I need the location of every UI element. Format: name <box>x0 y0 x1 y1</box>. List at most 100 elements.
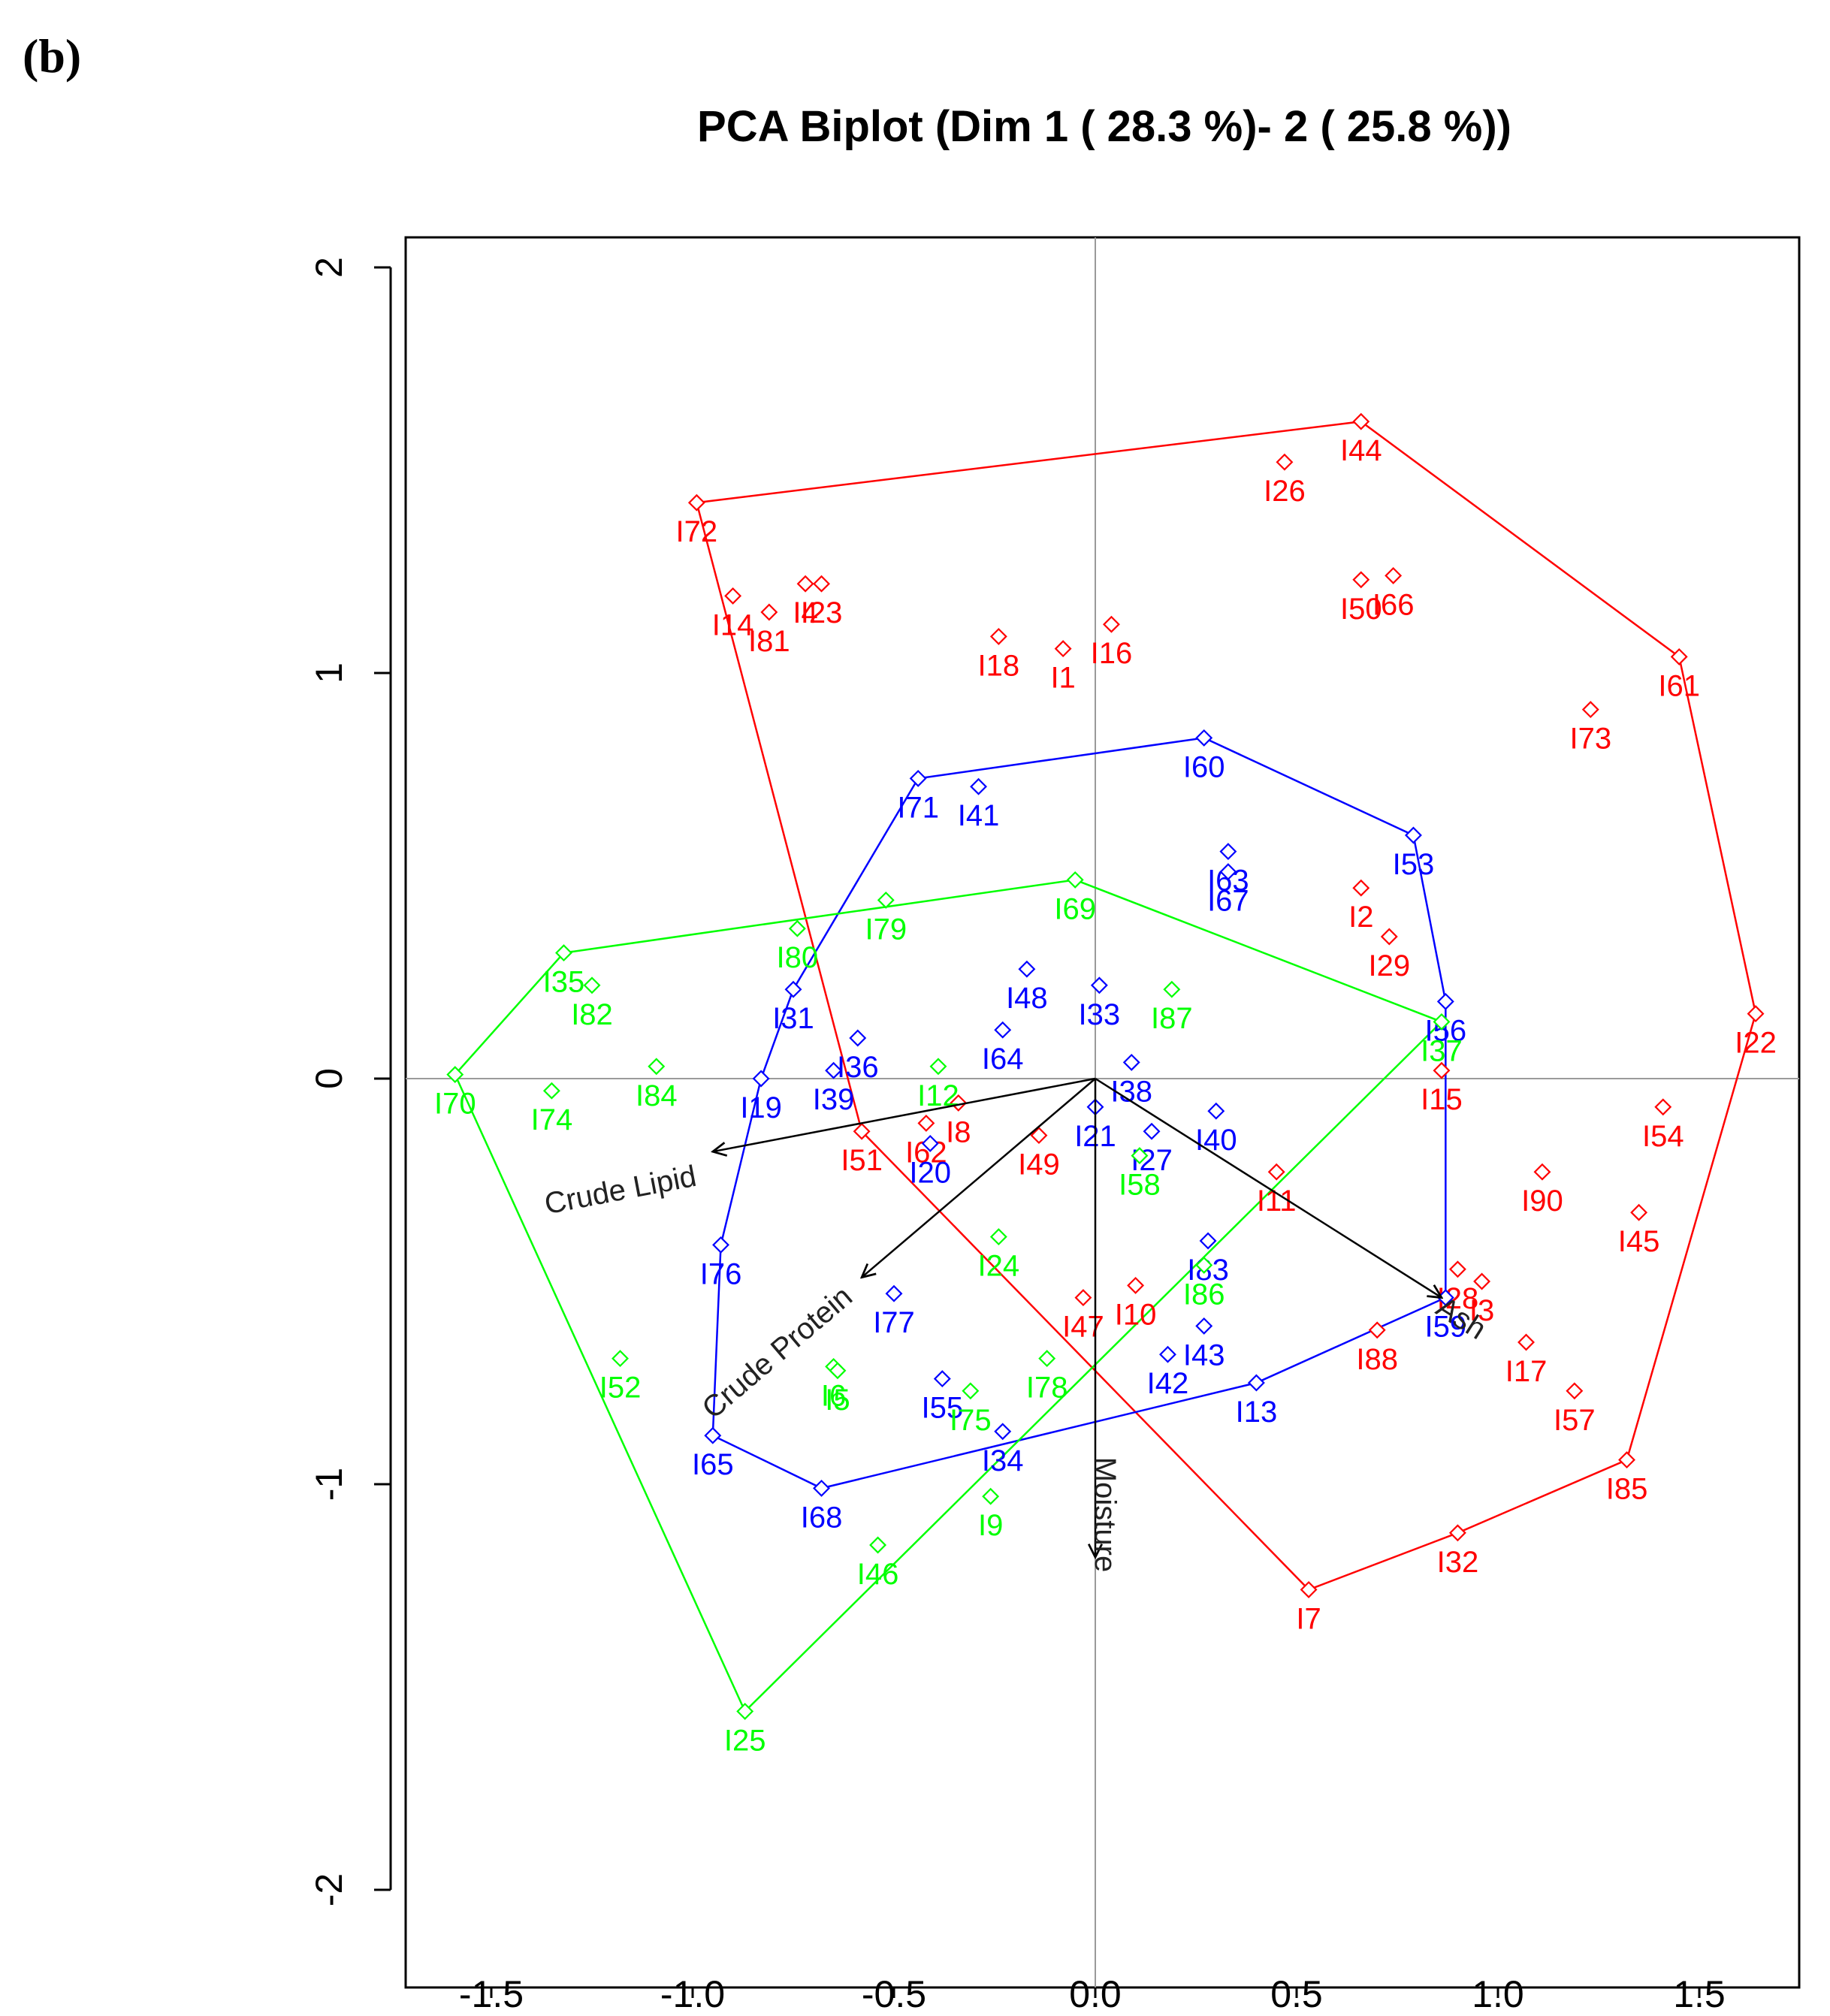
data-point <box>877 891 895 909</box>
point-label: I33 <box>1079 998 1121 1031</box>
point-label: I39 <box>813 1083 855 1116</box>
data-point <box>994 1423 1012 1441</box>
data-point <box>989 627 1007 645</box>
data-point <box>970 777 988 795</box>
point-label: I71 <box>897 791 939 824</box>
data-point <box>1207 1102 1225 1120</box>
data-point <box>1219 843 1237 861</box>
data-point <box>1654 1098 1672 1116</box>
data-point <box>1267 1163 1285 1181</box>
point-label: I51 <box>841 1144 883 1177</box>
point-label: I43 <box>1183 1338 1225 1372</box>
x-tick-label: 0.5 <box>1270 1973 1323 2015</box>
data-point <box>1195 1317 1213 1335</box>
chart-title: PCA Biplot (Dim 1 ( 28.3 %)- 2 ( 25.8 %)… <box>697 102 1511 151</box>
data-point <box>1368 1321 1386 1339</box>
data-point <box>921 1134 939 1152</box>
point-label: I45 <box>1618 1225 1660 1258</box>
loading-label: Moisture <box>1089 1457 1122 1572</box>
data-point <box>784 980 802 998</box>
data-point <box>917 1114 935 1132</box>
point-label: I80 <box>777 941 819 974</box>
point-label: I57 <box>1554 1404 1596 1437</box>
point-label: I52 <box>599 1372 642 1405</box>
data-point <box>1670 647 1688 665</box>
point-label: I67 <box>1207 885 1249 918</box>
point-label: I54 <box>1642 1120 1684 1153</box>
data-point <box>1352 571 1370 589</box>
data-point <box>1448 1260 1466 1278</box>
point-label: I3 <box>1469 1294 1494 1327</box>
data-point <box>929 1058 947 1076</box>
point-label: I65 <box>692 1448 734 1481</box>
point-label: I2 <box>1348 901 1373 934</box>
data-point <box>1352 412 1370 430</box>
x-tick-label: 1.0 <box>1472 1973 1524 2015</box>
point-label: I23 <box>801 596 843 629</box>
point-label: I72 <box>676 515 718 548</box>
point-label: I8 <box>946 1115 971 1148</box>
data-point <box>869 1536 887 1554</box>
data-point <box>712 1236 729 1254</box>
point-label: I36 <box>837 1051 879 1084</box>
data-point <box>1054 640 1072 658</box>
point-label: I58 <box>1119 1169 1161 1202</box>
point-label: I17 <box>1505 1355 1548 1388</box>
point-label: I83 <box>1187 1254 1229 1287</box>
point-label: I34 <box>982 1444 1024 1477</box>
data-point <box>1219 863 1237 881</box>
point-label: I82 <box>571 998 613 1031</box>
data-point <box>1038 1350 1056 1368</box>
data-point <box>885 1284 903 1302</box>
point-label: I88 <box>1356 1343 1398 1376</box>
data-point <box>1300 1580 1318 1598</box>
point-label: I25 <box>724 1724 766 1757</box>
data-point <box>1276 453 1294 471</box>
point-label: I5 <box>825 1384 850 1417</box>
cluster-hull <box>695 420 1757 1591</box>
point-label: I20 <box>909 1156 951 1189</box>
point-label: I48 <box>1006 982 1048 1015</box>
data-point <box>813 575 830 593</box>
data-point <box>752 1070 770 1088</box>
data-point <box>788 919 806 937</box>
data-point <box>704 1426 722 1444</box>
y-tick-label: 1 <box>308 662 350 684</box>
data-point <box>1074 1289 1092 1307</box>
x-tick-label: -1.5 <box>459 1973 524 2015</box>
data-point <box>933 1370 951 1388</box>
data-point <box>1433 1061 1451 1079</box>
data-point <box>1195 1256 1213 1274</box>
data-point <box>583 976 601 994</box>
point-label: I26 <box>1264 475 1306 508</box>
data-point <box>1352 879 1370 897</box>
point-label: I6 <box>821 1379 846 1412</box>
loading-arrow <box>713 1077 1096 1151</box>
data-point <box>1122 1053 1140 1071</box>
data-point <box>724 587 742 605</box>
data-point <box>1385 566 1403 584</box>
y-tick-label: -2 <box>308 1873 350 1906</box>
point-label: I44 <box>1340 434 1382 467</box>
point-label: I49 <box>1018 1148 1060 1182</box>
point-label: I78 <box>1026 1372 1068 1405</box>
point-label: I85 <box>1606 1473 1648 1506</box>
data-point <box>982 1487 1000 1505</box>
point-label: I4 <box>793 596 817 629</box>
data-point <box>1433 1013 1451 1031</box>
data-point <box>962 1382 980 1400</box>
data-point <box>1566 1382 1584 1400</box>
point-label: I81 <box>748 625 790 658</box>
data-point <box>1102 615 1120 633</box>
point-label: I74 <box>531 1103 573 1136</box>
point-label: I16 <box>1091 637 1133 670</box>
point-label: I12 <box>917 1079 959 1112</box>
data-point <box>1630 1203 1648 1221</box>
point-label: I50 <box>1340 593 1382 626</box>
point-label: I53 <box>1393 848 1435 881</box>
data-point <box>1618 1451 1635 1469</box>
point-label: I18 <box>978 649 1020 682</box>
y-tick-label: -1 <box>308 1468 350 1501</box>
point-label: I61 <box>1658 669 1700 702</box>
point-label: I64 <box>982 1043 1024 1076</box>
